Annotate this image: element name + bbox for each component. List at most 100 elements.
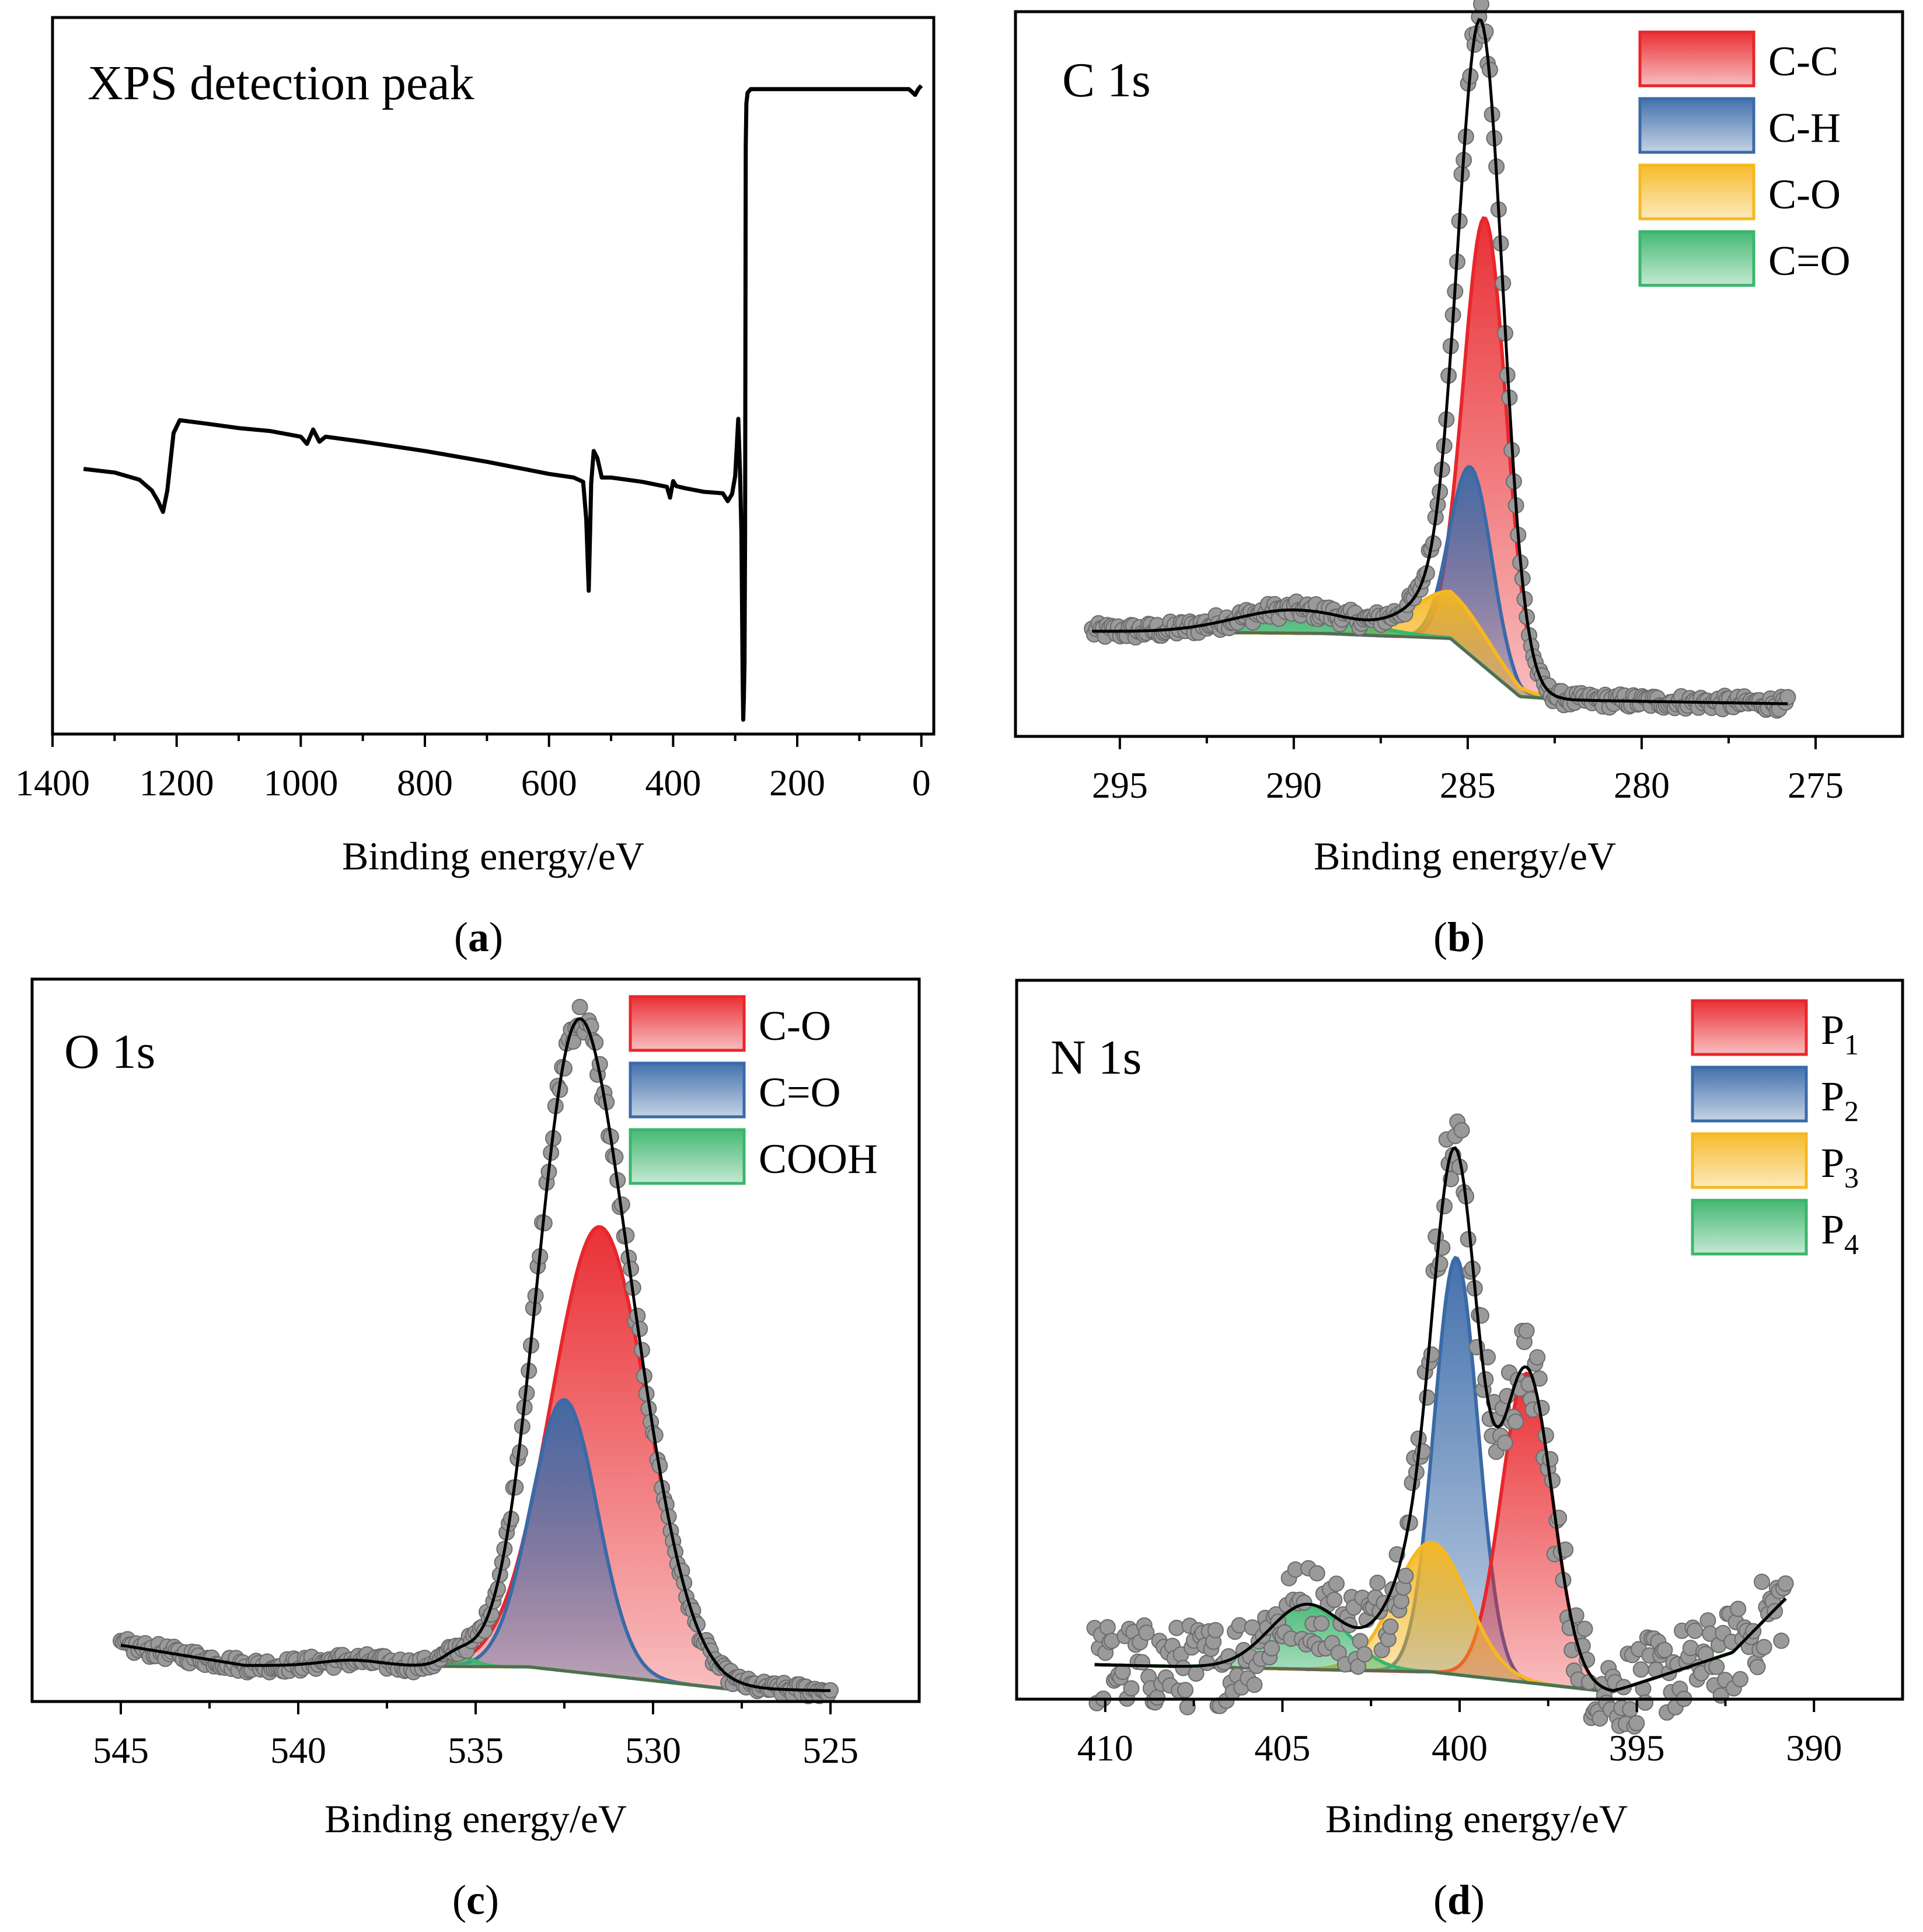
series-line-survey bbox=[83, 84, 923, 722]
raw-data-point bbox=[1123, 1680, 1140, 1697]
legend-item: C=O bbox=[1638, 230, 1851, 287]
raw-data-point bbox=[1326, 1591, 1343, 1608]
caption-letter: a bbox=[468, 914, 489, 960]
legend-label-main: P bbox=[1821, 1140, 1844, 1186]
raw-data-point bbox=[1507, 1413, 1524, 1430]
raw-data-point bbox=[1313, 1615, 1330, 1632]
legend-label: COOH bbox=[759, 1136, 878, 1182]
raw-data-point bbox=[1199, 1654, 1215, 1671]
legend-label-sub: 2 bbox=[1844, 1095, 1859, 1127]
x-tick-label: 200 bbox=[769, 762, 825, 803]
raw-data-points bbox=[1086, 1113, 1794, 1735]
panel-b-c1s: C 1s C-C C-H C-O C=O 295 290 285 280 275 Bindin… bbox=[1014, 0, 1904, 960]
x-tick-label: 285 bbox=[1440, 764, 1496, 806]
caption-letter: c bbox=[466, 1877, 485, 1923]
x-axis-label: Binding energy/eV bbox=[1314, 834, 1616, 878]
peak-area-P2 bbox=[1094, 1257, 1786, 1692]
legend-swatch bbox=[1638, 97, 1756, 154]
caption-close: ) bbox=[1471, 914, 1485, 960]
raw-data-point bbox=[1382, 1618, 1399, 1635]
raw-data-point bbox=[1756, 1638, 1772, 1655]
x-tick-label: 530 bbox=[625, 1730, 681, 1771]
panel-c-o1s: O 1s C-O C=O COOH 545 540 535 530 525 Binding … bbox=[30, 977, 921, 1923]
caption-close: ) bbox=[489, 914, 503, 960]
panel-title: C 1s bbox=[1062, 53, 1151, 107]
raw-data-point bbox=[1296, 1594, 1313, 1611]
raw-data-point bbox=[1308, 1565, 1325, 1582]
peak-line-C-O bbox=[120, 1225, 831, 1693]
caption-open: ( bbox=[1433, 1877, 1447, 1923]
raw-data-point bbox=[1592, 1710, 1608, 1727]
x-tick-label: 395 bbox=[1609, 1727, 1665, 1769]
raw-data-point bbox=[1518, 1322, 1535, 1339]
legend-label-main: C-O bbox=[1768, 171, 1841, 218]
panel-a-survey: XPS detection peak 1400 1200 1000 800 600 400… bbox=[15, 16, 936, 960]
legend-label-main: C=O bbox=[759, 1069, 841, 1116]
legend-label-sub: 4 bbox=[1844, 1228, 1859, 1260]
legend-label-sub: 3 bbox=[1844, 1161, 1859, 1194]
legend-label-main: P bbox=[1821, 1073, 1844, 1120]
raw-data-point bbox=[1779, 689, 1796, 705]
x-tick-label: 1000 bbox=[263, 762, 338, 803]
legend-label: P2 bbox=[1821, 1073, 1859, 1127]
envelope-line bbox=[1094, 1146, 1787, 1692]
raw-data-point bbox=[1473, 0, 1489, 13]
plot-frame bbox=[51, 16, 936, 736]
x-tick-label: 600 bbox=[521, 762, 577, 803]
raw-data-point bbox=[1453, 1122, 1470, 1138]
legend-label-main: C-C bbox=[1768, 38, 1838, 85]
legend-item: P3 bbox=[1691, 1132, 1859, 1194]
legend-label: C-C bbox=[1768, 38, 1838, 85]
raw-data-point bbox=[1730, 1601, 1747, 1617]
peak-area-C-O bbox=[1092, 591, 1788, 704]
legend-label-main: P bbox=[1821, 1206, 1844, 1253]
caption-open: ( bbox=[454, 914, 468, 960]
raw-data-point bbox=[1708, 1658, 1725, 1675]
raw-data-point bbox=[1369, 1574, 1386, 1591]
legend-swatch bbox=[1638, 230, 1756, 287]
x-tick-label: 540 bbox=[270, 1730, 326, 1771]
caption-open: ( bbox=[1433, 914, 1447, 960]
x-tick-label: 275 bbox=[1788, 764, 1844, 806]
raw-data-point bbox=[1529, 1349, 1546, 1366]
raw-data-point bbox=[1753, 1573, 1770, 1590]
legend-item: COOH bbox=[629, 1128, 878, 1185]
x-tick-label: 280 bbox=[1614, 764, 1670, 806]
panel-caption: (c) bbox=[452, 1877, 499, 1923]
x-tick-label: 400 bbox=[645, 762, 701, 803]
caption-letter: d bbox=[1447, 1877, 1471, 1923]
legend-swatch bbox=[1638, 163, 1756, 221]
x-tick-label: 290 bbox=[1266, 764, 1322, 806]
envelope-line bbox=[1092, 18, 1788, 705]
envelope-line bbox=[120, 1017, 831, 1692]
raw-data-point bbox=[1393, 1592, 1409, 1609]
legend-item: C-H bbox=[1638, 97, 1841, 154]
raw-data-point bbox=[571, 998, 588, 1015]
raw-data-point bbox=[1732, 1671, 1749, 1688]
panel-title: O 1s bbox=[64, 1025, 155, 1079]
panel-caption: (a) bbox=[454, 914, 503, 960]
raw-data-point bbox=[1099, 1619, 1116, 1636]
raw-data-point bbox=[1264, 1640, 1280, 1657]
legend-label: P1 bbox=[1821, 1007, 1859, 1061]
raw-data-point bbox=[1777, 1575, 1794, 1592]
legend-item: P2 bbox=[1691, 1065, 1859, 1127]
legend-item: C-O bbox=[629, 995, 831, 1052]
raw-data-point bbox=[1138, 1624, 1155, 1641]
legend-label-sub: 1 bbox=[1844, 1028, 1859, 1061]
legend-swatch bbox=[1691, 1199, 1808, 1256]
legend-label: C-H bbox=[1768, 104, 1841, 151]
x-tick-label: 410 bbox=[1077, 1727, 1133, 1769]
raw-data-point bbox=[1576, 1620, 1593, 1637]
x-tick-label: 1400 bbox=[15, 762, 90, 803]
raw-data-point bbox=[1419, 1389, 1436, 1406]
x-tick-label: 525 bbox=[802, 1730, 858, 1771]
legend-label-main: C=O bbox=[1768, 237, 1851, 284]
x-axis-label: Binding energy/eV bbox=[342, 834, 644, 878]
legend: C-C C-H C-O C=O bbox=[1638, 30, 1851, 287]
x-tick-label: 535 bbox=[448, 1730, 504, 1771]
raw-data-point bbox=[1397, 1567, 1414, 1584]
legend-label: C-O bbox=[759, 1002, 831, 1049]
raw-data-point bbox=[1656, 1641, 1673, 1658]
